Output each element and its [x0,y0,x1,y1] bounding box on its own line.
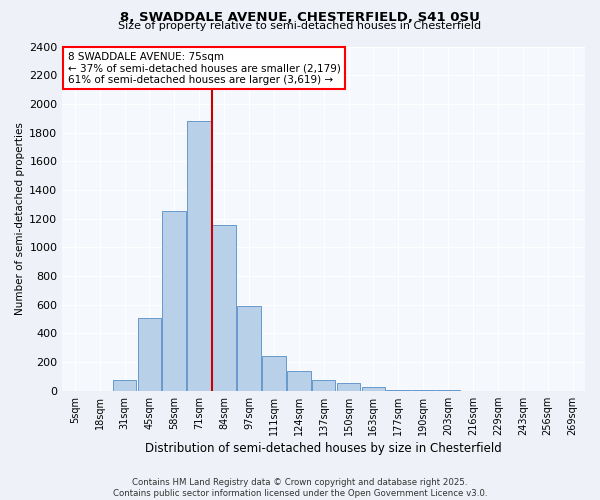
Bar [237,306,261,391]
X-axis label: Distribution of semi-detached houses by size in Chesterfield: Distribution of semi-detached houses by … [145,442,502,455]
Text: 8, SWADDALE AVENUE, CHESTERFIELD, S41 0SU: 8, SWADDALE AVENUE, CHESTERFIELD, S41 0S… [120,11,480,24]
Bar [412,390,435,391]
Bar [212,225,236,391]
Bar [163,212,186,391]
Bar [337,383,361,391]
Bar [362,387,385,391]
Bar [187,121,211,391]
Bar [287,370,311,391]
Bar [113,380,136,391]
Bar [386,390,410,391]
Bar [312,380,335,391]
Bar [137,318,161,391]
Bar [262,356,286,391]
Text: Contains HM Land Registry data © Crown copyright and database right 2025.
Contai: Contains HM Land Registry data © Crown c… [113,478,487,498]
Text: 8 SWADDALE AVENUE: 75sqm
← 37% of semi-detached houses are smaller (2,179)
61% o: 8 SWADDALE AVENUE: 75sqm ← 37% of semi-d… [68,52,340,85]
Y-axis label: Number of semi-detached properties: Number of semi-detached properties [15,122,25,315]
Text: Size of property relative to semi-detached houses in Chesterfield: Size of property relative to semi-detach… [118,21,482,31]
